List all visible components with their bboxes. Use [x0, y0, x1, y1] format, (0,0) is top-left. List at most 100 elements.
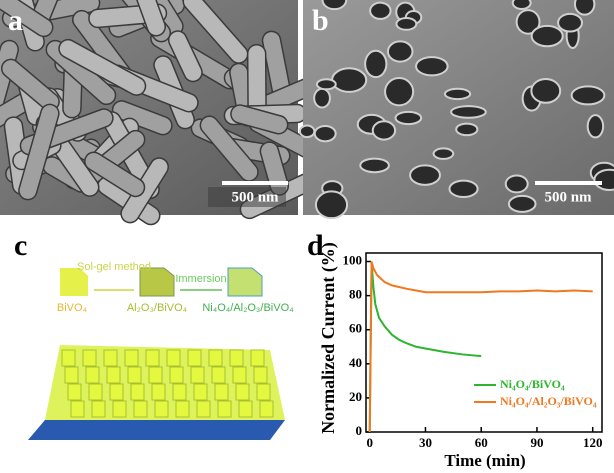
- pore: [450, 105, 487, 119]
- pillar: [187, 349, 202, 367]
- pillar: [196, 400, 211, 418]
- rod: [199, 115, 259, 182]
- pore: [371, 120, 397, 141]
- pore: [359, 157, 390, 174]
- pillar: [148, 366, 163, 384]
- pillar: [253, 366, 268, 384]
- step-label: Al₂O₃/BiVO₄: [127, 302, 188, 314]
- rod: [167, 30, 203, 83]
- pore: [331, 67, 368, 93]
- y-tick-label: 20: [349, 389, 362, 404]
- rod: [84, 151, 146, 198]
- pore: [386, 40, 414, 63]
- pillar: [250, 349, 265, 367]
- x-tick-label: 90: [530, 435, 543, 450]
- pore: [313, 124, 337, 143]
- pillar: [166, 349, 181, 367]
- pillar: [82, 349, 97, 367]
- y-tick-label: 0: [356, 423, 363, 438]
- pillars: [61, 349, 274, 418]
- block: [139, 267, 175, 297]
- schematic: [28, 267, 285, 440]
- legend-label: Ni₄O₄/Al₂O₃/BiVO₄: [500, 394, 597, 408]
- pillar: [133, 400, 148, 418]
- pillar: [88, 383, 103, 401]
- pore: [455, 122, 479, 137]
- pillar: [238, 400, 253, 418]
- rod: [18, 103, 60, 201]
- pillar: [64, 366, 79, 384]
- pore: [515, 9, 541, 35]
- panel-label: b: [312, 4, 329, 37]
- x-axis-label: Time (min): [444, 451, 525, 470]
- pillar: [235, 383, 250, 401]
- scale-bg: [208, 187, 286, 207]
- pore: [586, 114, 605, 139]
- pillar: [67, 383, 82, 401]
- rod: [230, 104, 289, 135]
- pore: [395, 16, 418, 31]
- pillar: [145, 349, 160, 367]
- scale-label: 500 nm: [544, 189, 592, 205]
- pillar: [256, 383, 271, 401]
- pore: [313, 87, 331, 109]
- pillar: [130, 383, 145, 401]
- x-tick-label: 120: [583, 435, 603, 450]
- step-label: BiVO₄: [57, 302, 88, 314]
- pore: [394, 110, 423, 126]
- sem-image-b: [298, 0, 614, 220]
- y-tick-label: 40: [349, 355, 362, 370]
- pillar: [109, 383, 124, 401]
- rod: [132, 0, 166, 37]
- x-tick-label: 60: [475, 435, 488, 450]
- rod: [182, 0, 249, 64]
- y-tick-label: 60: [349, 321, 362, 336]
- plot-frame: [365, 252, 603, 433]
- panel-label: d: [307, 229, 324, 262]
- pillar: [103, 349, 118, 367]
- pore: [321, 0, 348, 11]
- series-line: [368, 263, 482, 433]
- pore: [314, 190, 349, 220]
- pillar: [124, 349, 139, 367]
- pore: [504, 174, 529, 194]
- pore: [432, 147, 455, 160]
- legend-label: Ni₄O₄/BiVO₄: [500, 377, 565, 391]
- pillar: [61, 349, 76, 367]
- pillar: [112, 400, 127, 418]
- pillar: [175, 400, 190, 418]
- pore: [573, 0, 596, 16]
- pillar: [151, 383, 166, 401]
- step-label: Ni₄O₄/Al₂O₃/BiVO₄: [202, 302, 294, 314]
- pore: [369, 1, 392, 20]
- panel-label: c: [14, 229, 27, 262]
- x-tick-label: 30: [419, 435, 432, 450]
- pillar: [91, 400, 106, 418]
- y-axis-label: Normalized Current (%): [318, 242, 339, 434]
- pillar: [106, 366, 121, 384]
- pillar: [172, 383, 187, 401]
- series-line: [368, 261, 593, 433]
- chart: Normalized Current (%) Time (min) 0 20 40 6…: [318, 242, 603, 470]
- pore: [409, 164, 441, 186]
- y-tick-label: 80: [349, 287, 362, 302]
- pillar: [85, 366, 100, 384]
- pillar: [169, 366, 184, 384]
- step-label: Immersion: [175, 273, 226, 285]
- pore: [443, 87, 472, 101]
- pillar: [214, 383, 229, 401]
- panel-label: a: [8, 4, 23, 37]
- pillar: [190, 366, 205, 384]
- pore: [570, 85, 606, 106]
- pore: [448, 179, 479, 199]
- pillar: [193, 383, 208, 401]
- pore: [593, 168, 614, 191]
- pore: [415, 56, 449, 77]
- pillar: [211, 366, 226, 384]
- pore: [298, 124, 316, 139]
- pore: [364, 49, 388, 79]
- pore: [384, 77, 415, 107]
- pillar: [217, 400, 232, 418]
- pillar: [70, 400, 85, 418]
